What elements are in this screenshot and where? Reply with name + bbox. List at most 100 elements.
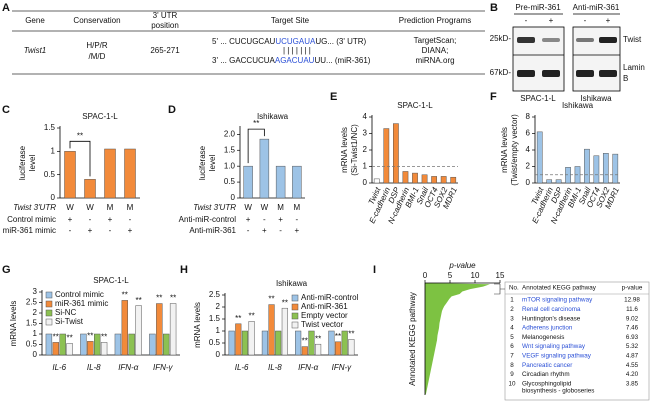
condition-sign: -	[279, 226, 282, 235]
cell-line: Ishikawa	[580, 94, 612, 103]
bar	[536, 131, 543, 184]
bar	[64, 151, 76, 199]
y-axis-label: mRNA levels	[193, 302, 202, 348]
x-tick-label: IFN-α	[298, 363, 319, 372]
x-tick-label: 5	[448, 271, 453, 280]
protein: Twist	[623, 35, 642, 44]
y-tick-label: 1.5	[26, 319, 38, 328]
y-tick-label: 1.5	[224, 145, 236, 154]
legend-swatch	[291, 294, 299, 302]
y-axis-label: luciferase	[18, 145, 27, 180]
x-tick-label: IL-6	[235, 363, 249, 372]
target-table: Gene Conservation 3' UTR position Target…	[12, 10, 485, 75]
lane: -	[584, 16, 587, 25]
band	[599, 37, 617, 43]
band	[576, 38, 594, 42]
row-number: 9	[510, 371, 514, 378]
pathway: Glycosphingolipid	[522, 380, 572, 387]
blot	[572, 26, 621, 92]
x-tick-label: M	[107, 203, 114, 212]
significance: **	[77, 131, 83, 140]
utr-site: 5' ... CUCUGCAUUCUGAUAUG... (3' UTR)	[212, 37, 367, 46]
bar	[450, 176, 457, 184]
significance: **	[315, 334, 321, 343]
y-axis-label: Annotated KEGG pathway	[408, 292, 417, 386]
bar	[584, 148, 590, 184]
pathway: biosynthesis - globoseries	[522, 387, 594, 394]
p-value: 4.87	[626, 352, 639, 359]
pathway: Huntington's disease	[522, 315, 581, 322]
panel-label: F	[490, 91, 497, 103]
band	[517, 37, 535, 43]
significance: **	[122, 291, 128, 300]
program: DIANA;	[422, 46, 449, 55]
bar	[114, 333, 122, 356]
x-axis-label: p-value	[448, 261, 476, 270]
y-tick-label: 0	[526, 178, 531, 187]
pairing: | | | | | | |	[283, 46, 311, 55]
y-tick-label: 0.5	[209, 338, 221, 347]
legend-label: Si-Twist	[55, 317, 84, 326]
y-tick-label: 1	[33, 329, 38, 338]
seq: 5' ... CUCUGCAU	[212, 37, 276, 46]
y-tick-label: 8	[526, 112, 531, 121]
significance: **	[170, 294, 176, 303]
bar	[259, 138, 270, 199]
significance: **	[248, 312, 254, 321]
condition-sign: -	[247, 226, 250, 235]
y-tick-label: 2	[216, 302, 221, 311]
gene: Twist1	[24, 46, 47, 55]
chart-title: Ishikawa	[562, 101, 594, 110]
row-label: Twist 3'UTR	[193, 203, 236, 212]
row-label: Twist 3'UTR	[13, 203, 56, 212]
panel-label: E	[330, 91, 337, 103]
legend-label: Si-NC	[55, 308, 77, 317]
p-value: 6.93	[626, 334, 639, 341]
bar	[45, 333, 53, 356]
bar	[128, 333, 135, 356]
column-header: No.	[509, 285, 519, 292]
y-tick-label: 4	[526, 145, 531, 154]
bar	[80, 333, 87, 356]
x-tick-label: 0	[423, 271, 428, 280]
y-tick-label: 1.5	[209, 314, 221, 323]
bar	[348, 339, 355, 356]
y-axis-label: mRNA levels	[9, 301, 18, 347]
pathway: Renal cell carcinoma	[522, 306, 581, 313]
row-label: Anti-miR-control	[179, 215, 237, 224]
treatment: Pre-miR-361	[515, 3, 561, 12]
y-tick-label: 6	[526, 129, 531, 138]
row-label: miR-361 mimic	[3, 226, 56, 235]
bar	[241, 330, 249, 356]
significance: **	[101, 333, 107, 342]
row-number: 3	[510, 315, 514, 322]
significance: **	[348, 330, 354, 339]
bar	[104, 148, 116, 199]
y-tick-label: 0	[216, 350, 221, 359]
legend-swatch	[45, 309, 53, 317]
bar	[243, 165, 253, 199]
x-tick-label: IFN-γ	[153, 363, 174, 372]
legend-swatch	[45, 300, 53, 308]
bar	[59, 333, 66, 356]
column-header: Annotated KEGG pathway	[522, 285, 597, 292]
legend-swatch	[45, 318, 53, 326]
significance: **	[282, 298, 288, 307]
x-tick-label: M	[127, 203, 134, 212]
panel-label: B	[490, 2, 498, 14]
bar	[149, 333, 156, 356]
column-header: Gene	[25, 16, 45, 25]
y-axis-label: (Twist/empty vector)	[510, 114, 519, 186]
chart-title: SPAC-1-L	[397, 101, 433, 110]
bar	[402, 171, 409, 184]
legend-label: Control mimic	[55, 290, 104, 299]
row-number: 2	[510, 306, 514, 313]
position: 265-271	[150, 46, 180, 55]
y-tick-label: 0.5	[44, 170, 56, 179]
legend-swatch	[291, 303, 299, 311]
row-label: Anti-miR-361	[189, 226, 236, 235]
y-tick-label: 2.0	[224, 129, 236, 138]
bar	[373, 178, 380, 184]
bar	[135, 305, 142, 356]
significance: **	[335, 332, 341, 341]
